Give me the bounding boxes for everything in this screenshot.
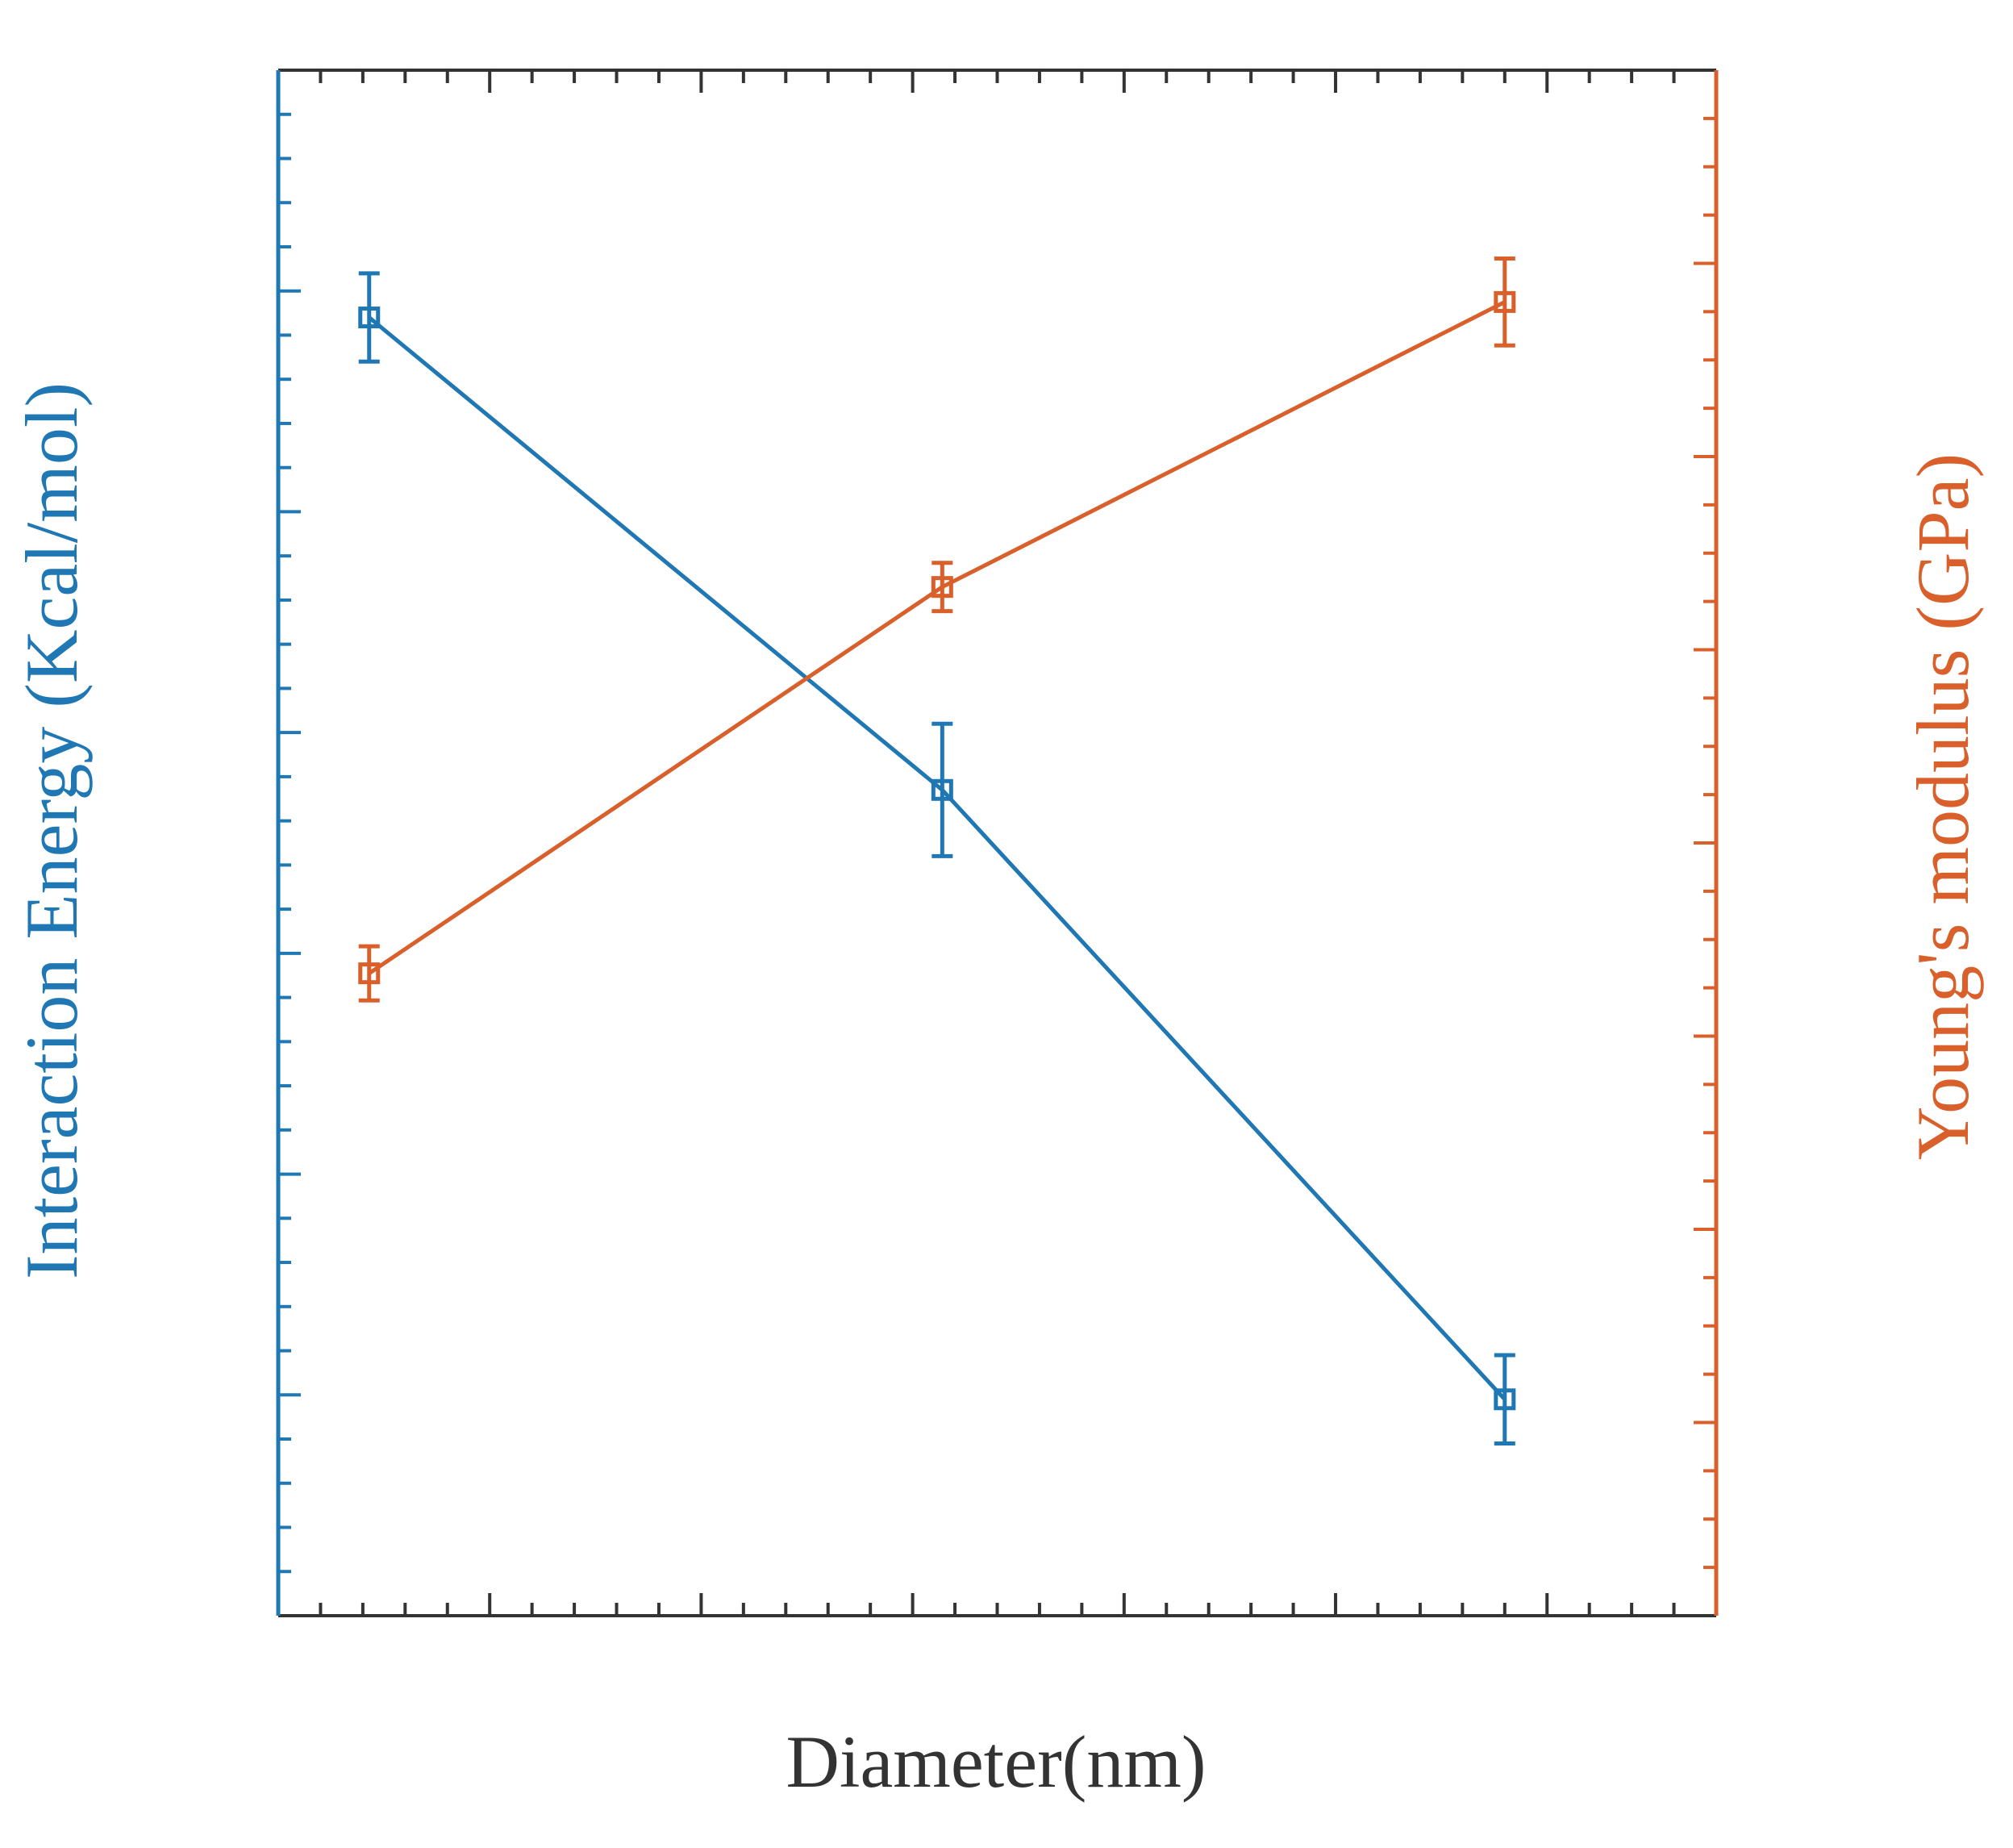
y-axis-right-title: Young's modulus (GPa)	[1902, 453, 1984, 1160]
interaction-energy-marker	[358, 307, 381, 329]
x-axis-title: Diameter(nm)	[786, 1721, 1206, 1803]
youngs-modulus-marker	[931, 576, 953, 599]
youngs-modulus-marker	[358, 962, 381, 985]
youngs-modulus-line	[368, 300, 1506, 975]
interaction-energy-marker	[931, 778, 953, 801]
interaction-energy-marker	[1494, 1388, 1516, 1411]
youngs-modulus-marker	[1494, 290, 1516, 313]
y-axis-left-title: Interaction Energy (Kcal/mol)	[10, 382, 93, 1279]
